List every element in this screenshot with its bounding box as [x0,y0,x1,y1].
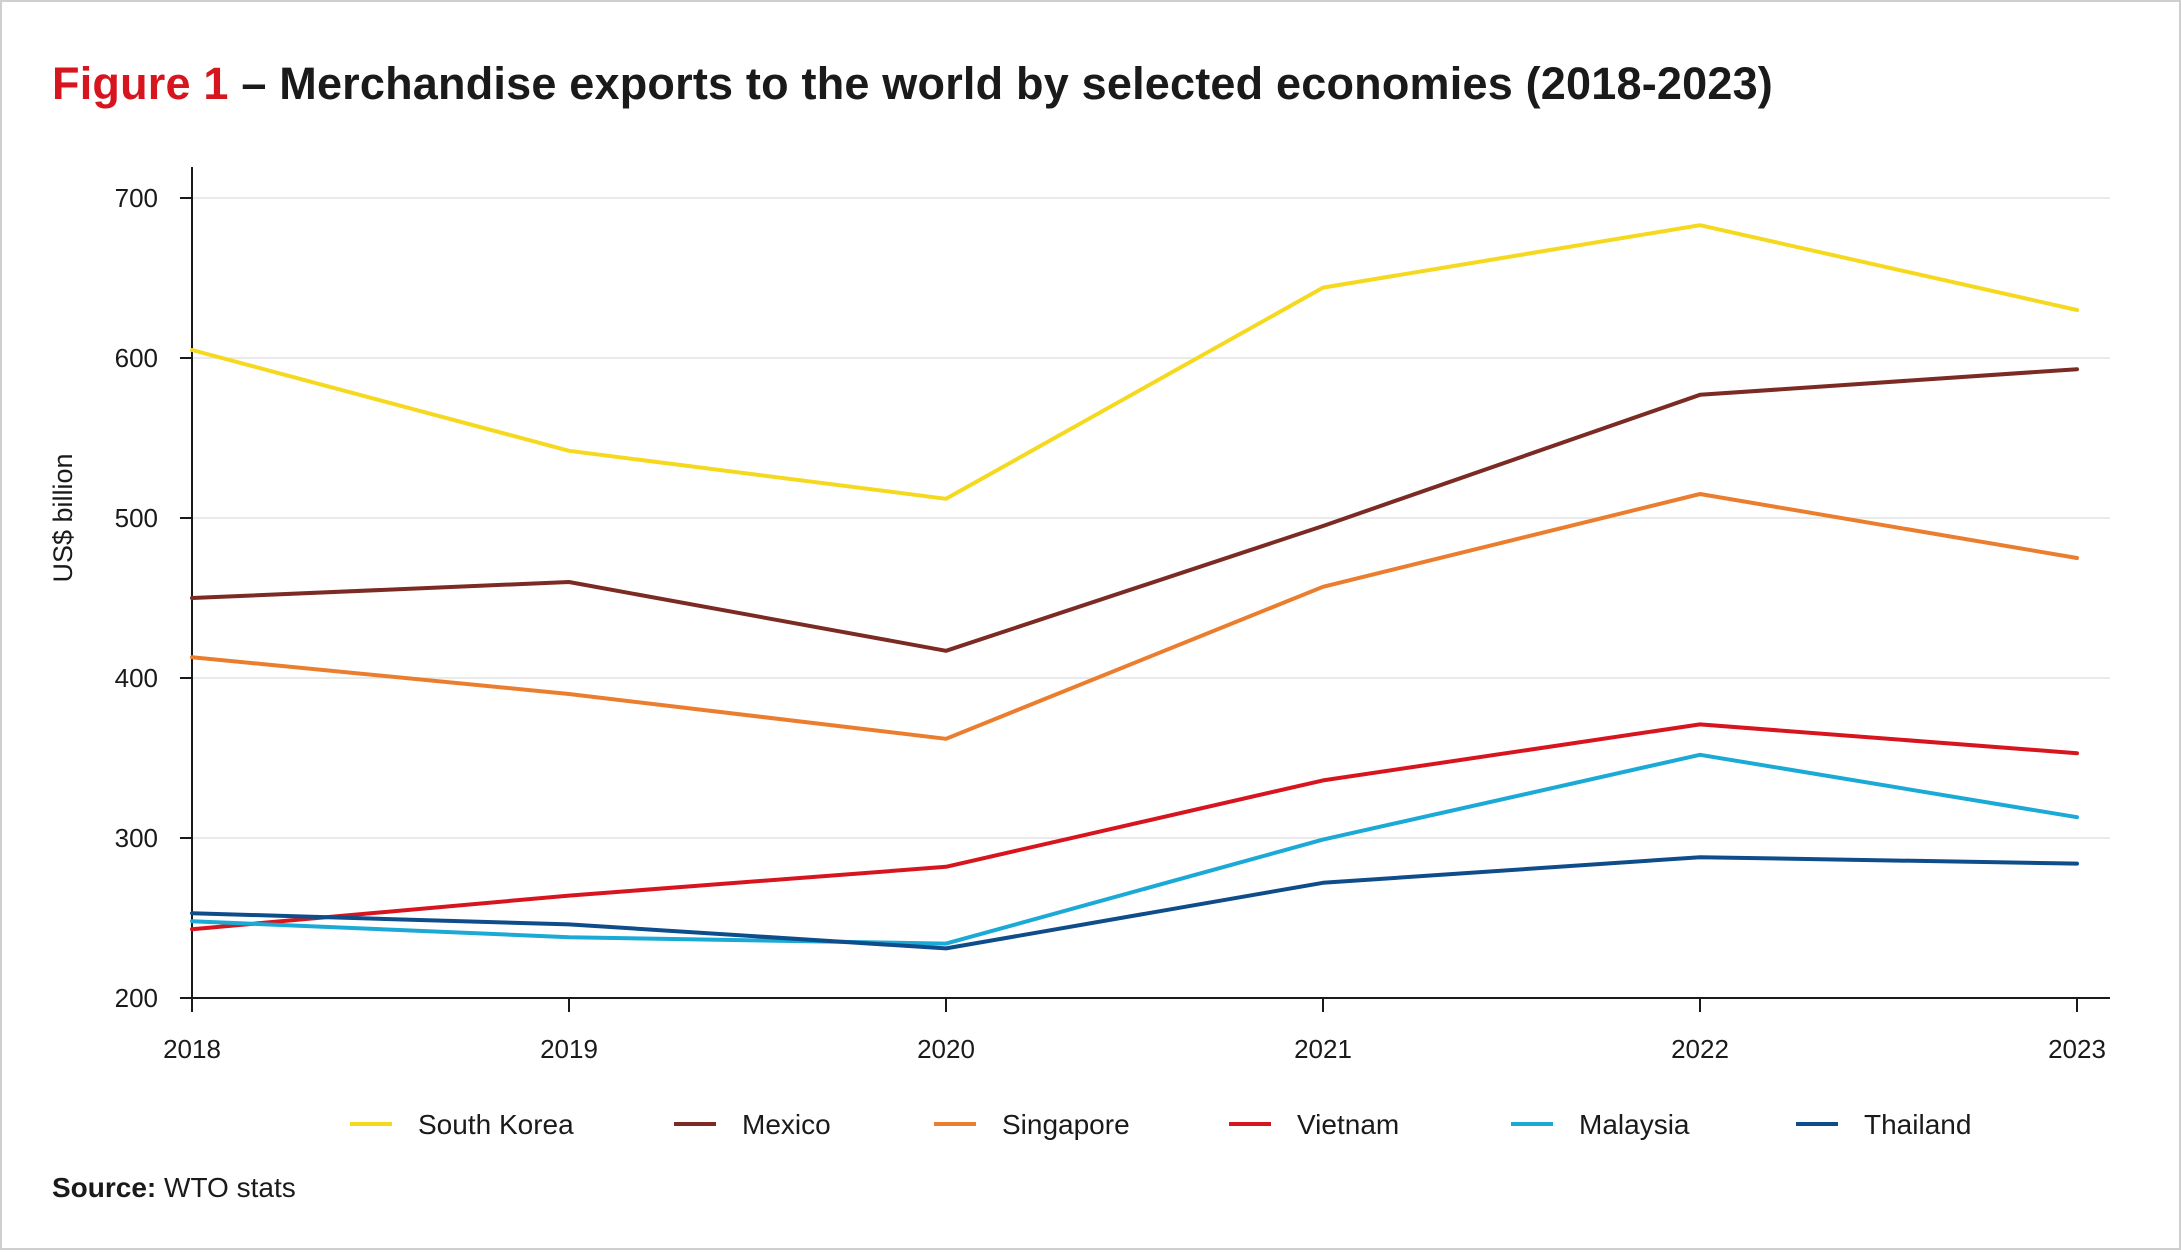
x-tick-label-2018: 2018 [163,1034,221,1064]
chart-title: Figure 1 – Merchandise exports to the wo… [52,58,1773,110]
legend-label-mexico: Mexico [742,1109,831,1140]
source-label: Source: [52,1172,157,1203]
gridlines [192,197,2110,839]
source-text: WTO stats [156,1172,296,1203]
x-tick-label-2023: 2023 [2048,1034,2106,1064]
title-text: – Merchandise exports to the world by se… [228,58,1773,109]
x-tick-label-2022: 2022 [1671,1034,1729,1064]
x-tick-label-2021: 2021 [1294,1034,1352,1064]
y-tick-label-700: 700 [115,183,158,213]
x-tick-label-2019: 2019 [540,1034,598,1064]
axes [180,167,2110,1012]
legend-label-thailand: Thailand [1864,1109,1971,1140]
series-line-vietnam [190,722,2079,932]
legend-label-south-korea: South Korea [418,1109,574,1140]
series-line-mexico [190,367,2079,653]
y-tick-label-200: 200 [115,983,158,1013]
y-tick-label-600: 600 [115,343,158,373]
legend-label-vietnam: Vietnam [1297,1109,1399,1140]
legend-item-mexico: Mexico [674,1109,831,1140]
legend-label-singapore: Singapore [1002,1109,1130,1140]
legend-item-south-korea: South Korea [350,1109,574,1140]
y-tick-label-400: 400 [115,663,158,693]
series-line-singapore [190,492,2079,741]
tick-labels: 200 300 400 500 600 700 2018 2019 2020 2021 2022 20… [48,183,2106,1064]
series-line-malaysia [190,752,2079,946]
source-note: Source: WTO stats [52,1172,296,1204]
y-tick-label-500: 500 [115,503,158,533]
series-lines [190,223,2079,951]
series-line-thailand [190,855,2079,951]
x-tick-label-2020: 2020 [917,1034,975,1064]
series-line-south-korea [190,223,2079,501]
legend-item-singapore: Singapore [934,1109,1130,1140]
y-axis-title: US$ billion [48,453,78,582]
y-tick-label-300: 300 [115,823,158,853]
legend-label-malaysia: Malaysia [1579,1109,1690,1140]
legend-item-malaysia: Malaysia [1511,1109,1690,1140]
legend-item-vietnam: Vietnam [1229,1109,1399,1140]
figure-label: Figure 1 [52,58,229,109]
legend: South Korea Mexico Singapore Vietnam Malaysi… [350,1109,1971,1140]
legend-item-thailand: Thailand [1796,1109,1971,1140]
